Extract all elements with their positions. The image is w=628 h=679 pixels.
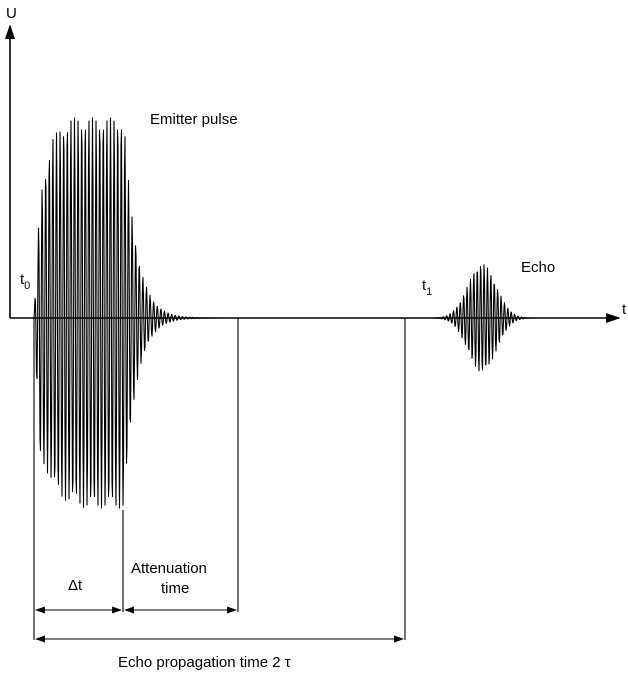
emitter-pulse-waveform xyxy=(33,117,241,509)
attenuation-label-line2: time xyxy=(161,580,189,597)
t0-label: t0 xyxy=(20,271,30,292)
emitter-pulse-label: Emitter pulse xyxy=(150,111,238,128)
y-axis-label: U xyxy=(6,5,17,22)
attenuation-label-line1: Attenuation xyxy=(131,560,207,577)
echo-waveform xyxy=(404,264,576,372)
t1-label: t1 xyxy=(422,277,432,298)
x-axis-label: t xyxy=(622,301,627,318)
propagation-label: Echo propagation time 2 τ xyxy=(118,654,291,671)
delta-t-label: Δt xyxy=(68,577,83,594)
echo-label: Echo xyxy=(521,259,555,276)
